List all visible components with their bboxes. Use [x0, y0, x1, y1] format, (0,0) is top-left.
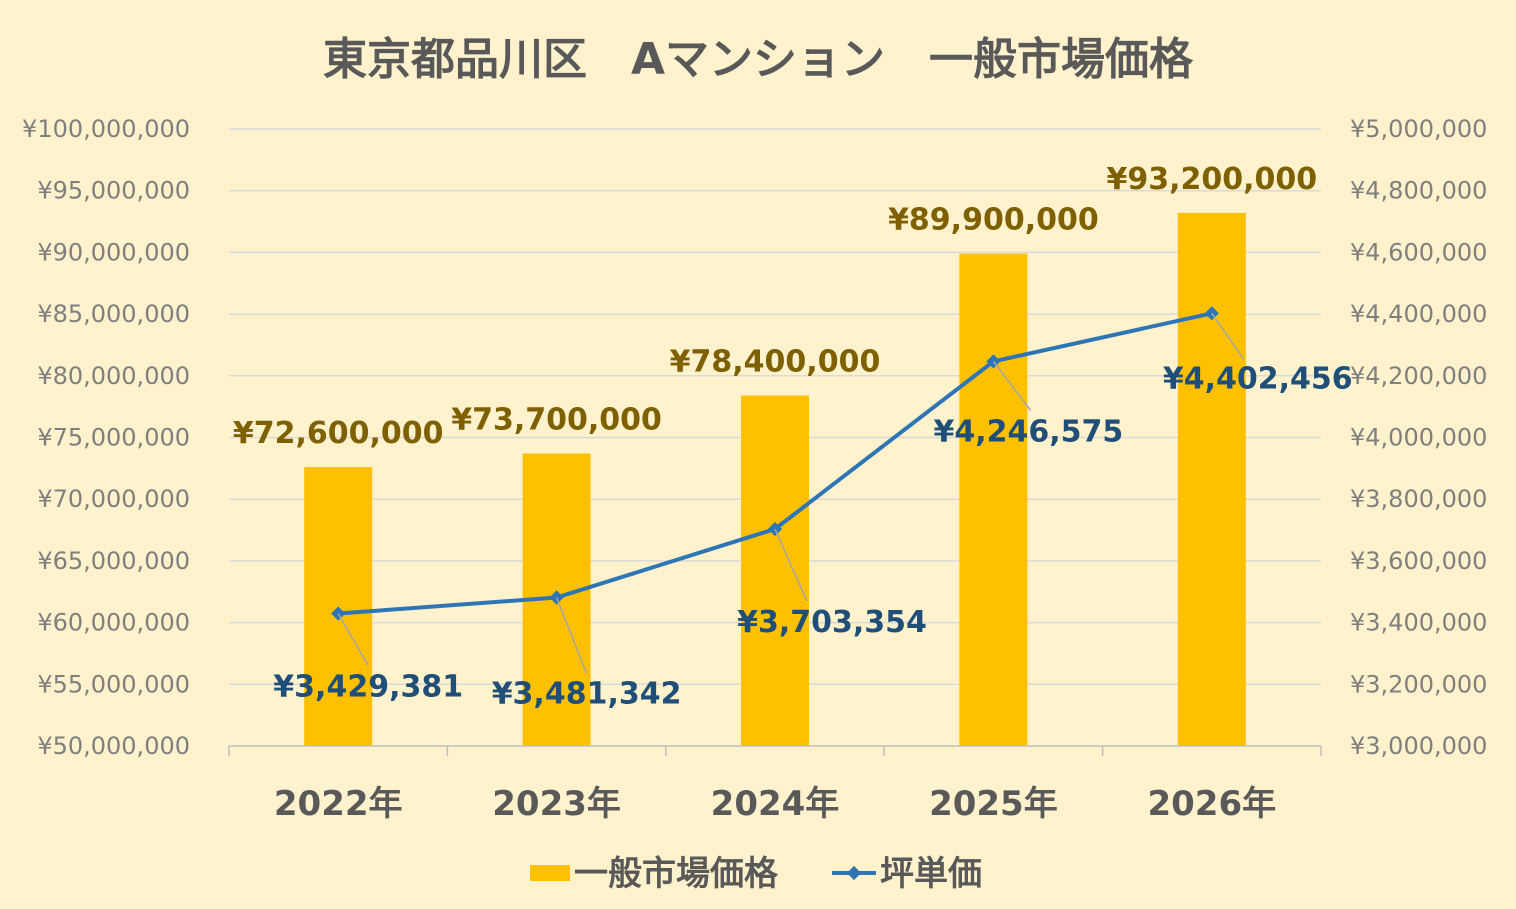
- line-data-label: ¥4,246,575: [934, 414, 1124, 449]
- y-left-tick-label: ¥85,000,000: [37, 300, 190, 328]
- x-tick-label: 2026年: [1147, 784, 1276, 824]
- axes: ¥50,000,000 ¥3,000,000 ¥55,000,000 ¥3,200,0…: [22, 115, 1487, 824]
- y-left-tick-label: ¥80,000,000: [37, 362, 190, 390]
- bar: [1177, 212, 1246, 747]
- y-left-tick-label: ¥100,000,000: [22, 115, 190, 143]
- y-left-tick-label: ¥60,000,000: [37, 609, 190, 637]
- y-right-tick-label: ¥4,800,000: [1350, 177, 1487, 205]
- legend-label: 一般市場価格: [574, 854, 779, 894]
- label-leader-line: [555, 597, 588, 674]
- y-right-tick-label: ¥3,800,000: [1350, 485, 1487, 513]
- y-right-tick-label: ¥3,000,000: [1350, 732, 1487, 760]
- line-data-label: ¥3,429,381: [273, 670, 463, 705]
- y-right-tick-label: ¥3,600,000: [1350, 547, 1487, 575]
- bar-data-label: ¥89,900,000: [888, 203, 1099, 238]
- label-leader-line: [774, 528, 808, 602]
- y-left-tick-label: ¥50,000,000: [37, 732, 190, 760]
- bar: [741, 395, 809, 746]
- bar-data-label: ¥78,400,000: [670, 345, 881, 380]
- bar-data-label: ¥72,600,000: [233, 416, 444, 451]
- legend-swatch-bar: [530, 865, 570, 881]
- bar: [959, 253, 1028, 746]
- x-tick-label: 2024年: [711, 784, 840, 824]
- line-data-label: ¥3,481,342: [492, 677, 682, 712]
- legend: 一般市場価格 坪単価: [530, 854, 982, 894]
- x-tick-label: 2022年: [274, 784, 403, 824]
- x-tick-label: 2025年: [929, 784, 1058, 824]
- legend-swatch-marker: [846, 865, 862, 881]
- y-right-tick-label: ¥3,200,000: [1350, 670, 1487, 698]
- y-right-tick-label: ¥4,600,000: [1350, 238, 1487, 266]
- chart-title: 東京都品川区 Aマンション 一般市場価格: [323, 34, 1194, 85]
- legend-label: 坪単価: [880, 854, 982, 894]
- y-left-tick-label: ¥55,000,000: [37, 670, 190, 698]
- y-left-tick-label: ¥65,000,000: [37, 547, 190, 575]
- line-data-label: ¥3,703,354: [737, 605, 927, 640]
- y-right-tick-label: ¥4,000,000: [1350, 424, 1487, 452]
- bar-data-label: ¥93,200,000: [1106, 162, 1317, 197]
- y-left-tick-label: ¥75,000,000: [37, 424, 190, 452]
- y-left-tick-label: ¥95,000,000: [37, 177, 190, 205]
- y-left-tick-label: ¥90,000,000: [37, 238, 190, 266]
- y-right-tick-label: ¥3,400,000: [1350, 609, 1487, 637]
- bar-series: [304, 212, 1246, 747]
- y-right-tick-label: ¥4,400,000: [1350, 300, 1487, 328]
- x-tick-label: 2023年: [492, 784, 621, 824]
- data-labels: ¥72,600,000 ¥73,700,000¥78,400,000 ¥89,900…: [233, 162, 1353, 712]
- label-leader-line: [1211, 312, 1245, 360]
- line-data-label: ¥4,402,456: [1163, 361, 1353, 396]
- y-right-tick-label: ¥4,200,000: [1350, 362, 1487, 390]
- bar-data-label: ¥73,700,000: [451, 403, 662, 438]
- label-leader-line: [992, 360, 1032, 411]
- y-right-tick-label: ¥5,000,000: [1350, 115, 1487, 143]
- label-leader-line: [337, 613, 369, 666]
- y-left-tick-label: ¥70,000,000: [37, 485, 190, 513]
